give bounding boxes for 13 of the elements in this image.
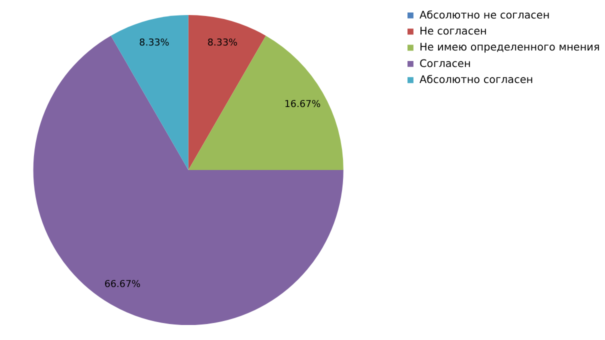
- data-label: 8.33%: [207, 38, 238, 49]
- legend-label: Абсолютно не согласен: [420, 9, 550, 22]
- legend-label: Согласен: [420, 58, 471, 70]
- data-label: 66.67%: [104, 278, 141, 290]
- pie-slice: [110, 14, 188, 170]
- pie-slice: [188, 14, 266, 170]
- pie-slice: [188, 36, 344, 170]
- legend-label: Не согласен: [420, 25, 487, 38]
- data-label: 16.67%: [284, 98, 321, 110]
- data-label: 8.33%: [139, 38, 170, 49]
- pie-slice: [33, 36, 344, 325]
- legend-label: Абсолютно согласен: [420, 74, 534, 86]
- legend-label: Не имею определенного мнения: [420, 42, 600, 54]
